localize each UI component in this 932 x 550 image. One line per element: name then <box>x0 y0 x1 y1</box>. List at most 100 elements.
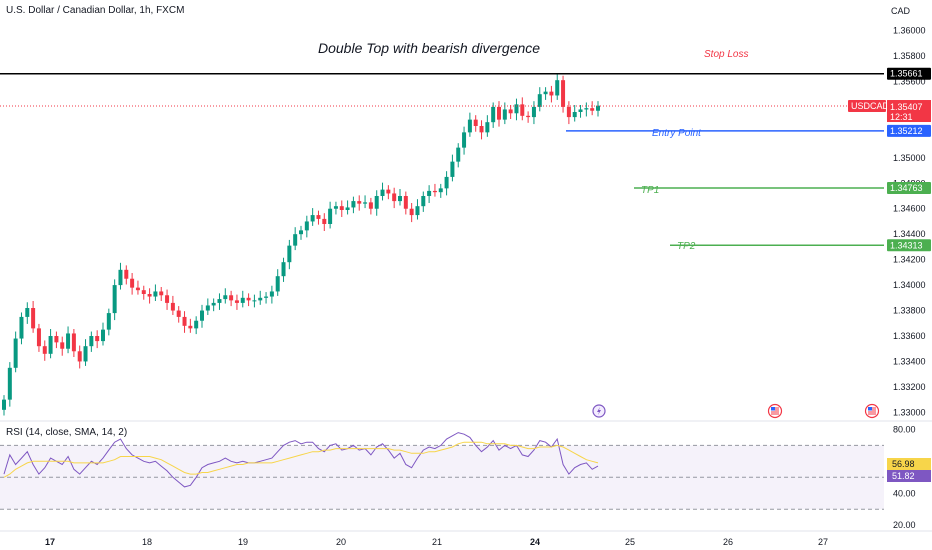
candle-body <box>48 336 53 354</box>
candle-body <box>333 206 338 209</box>
candle-body <box>153 291 158 297</box>
us-flag-icon-ring <box>864 403 880 419</box>
candle-body <box>578 109 583 112</box>
y-tick-label: 1.33600 <box>893 331 926 341</box>
y-tick-label: 1.34600 <box>893 204 926 214</box>
rsi-tick-label: 40.00 <box>893 488 916 498</box>
candle-body <box>194 320 199 329</box>
candle-body <box>182 316 187 326</box>
candle-body <box>566 106 571 118</box>
x-tick-label: 27 <box>818 537 828 547</box>
candle-body <box>165 295 170 303</box>
tp2-annotation: TP2 <box>677 241 696 252</box>
candle-body <box>415 206 420 216</box>
us-flag-icon-ring <box>767 403 783 419</box>
candle-body <box>316 215 321 219</box>
stop-price-badge-bg <box>887 67 931 80</box>
y-tick-label: 1.33200 <box>893 382 926 392</box>
candle-body <box>2 399 6 410</box>
candle-body <box>380 189 385 196</box>
candle-body <box>281 262 286 277</box>
tp1-annotation: TP1 <box>641 185 659 196</box>
candle-body <box>549 91 554 96</box>
candle-body <box>392 193 397 202</box>
candle-body <box>130 278 135 288</box>
candle-body <box>293 234 298 246</box>
candle-body <box>60 342 65 349</box>
candle-body <box>31 308 36 329</box>
entry-annotation: Entry Point <box>652 128 702 139</box>
flash-event-icon <box>592 404 606 418</box>
y-tick-label: 1.34000 <box>893 280 926 290</box>
candle-body <box>467 119 472 133</box>
candle-body <box>462 132 467 148</box>
candle-body <box>269 291 274 297</box>
candle-body <box>345 207 350 210</box>
candle-body <box>36 328 41 347</box>
candle-body <box>555 80 560 96</box>
chart-title: U.S. Dollar / Canadian Dollar, 1h, FXCM <box>6 5 185 16</box>
y-tick-label: 1.33800 <box>893 306 926 316</box>
candle-body <box>170 302 175 311</box>
stop-price-badge: 1.35661 <box>890 69 923 79</box>
candle-body <box>135 287 140 291</box>
candle-body <box>421 196 426 207</box>
countdown-badge: 12:31 <box>890 112 913 122</box>
candle-body <box>386 189 391 194</box>
candle-body <box>508 109 513 114</box>
candle-body <box>357 201 362 204</box>
candle-body <box>310 215 315 222</box>
candle-body <box>328 208 333 224</box>
candle-body <box>275 276 280 292</box>
y-tick-label: 1.35000 <box>893 153 926 163</box>
candle-body <box>205 305 210 311</box>
rsi-sma-badge-bg <box>887 458 931 470</box>
y-tick-label: 1.34200 <box>893 255 926 265</box>
flash-event-icon-bolt <box>597 407 601 415</box>
candle-body <box>200 310 204 321</box>
candle-body <box>438 188 443 193</box>
candle-body <box>159 291 164 296</box>
candle-body <box>252 300 257 302</box>
y-tick-label: 1.35600 <box>893 76 926 86</box>
candle-body <box>479 126 484 133</box>
candle-body <box>54 336 59 343</box>
candle-body <box>19 316 24 339</box>
rsi-sma-badge: 51.82 <box>892 471 915 481</box>
candle-body <box>502 109 507 120</box>
candle-body <box>444 176 449 189</box>
x-tick-label: 26 <box>723 537 733 547</box>
candle-body <box>432 190 437 193</box>
candle-body <box>188 325 193 329</box>
rsi-line <box>3 432 599 488</box>
x-tick-label: 19 <box>238 537 248 547</box>
candle-body <box>537 94 542 107</box>
candle-body <box>456 147 461 162</box>
candle-body <box>66 333 71 349</box>
candle-body <box>543 91 548 95</box>
candle-body <box>147 294 152 297</box>
x-tick-label: 20 <box>336 537 346 547</box>
candle-body <box>258 297 263 301</box>
candle-body <box>176 310 181 317</box>
candle-body <box>13 338 18 368</box>
entry-price-badge: 1.35212 <box>890 126 923 136</box>
stop-loss-annotation: Stop Loss <box>704 49 748 60</box>
candle-body <box>246 297 251 301</box>
rsi-tick-label: 20.00 <box>893 520 916 530</box>
tp1-price-badge: 1.34763 <box>890 183 923 193</box>
x-tick-label: 17 <box>45 537 55 547</box>
candle-body <box>83 346 88 362</box>
candle-body <box>497 106 501 120</box>
tp2-price-badge: 1.34313 <box>890 240 923 250</box>
x-tick-label: 24 <box>530 537 540 547</box>
candle-body <box>520 104 525 116</box>
candle-body <box>95 336 100 342</box>
candle-body <box>89 336 94 347</box>
rsi-tick-label: 80.00 <box>893 424 916 434</box>
candle-body <box>112 285 117 314</box>
candle-body <box>118 269 123 286</box>
y-tick-label: 1.35800 <box>893 51 926 61</box>
candle-body <box>217 299 222 303</box>
rsi-value-badge: 56.98 <box>892 459 915 469</box>
